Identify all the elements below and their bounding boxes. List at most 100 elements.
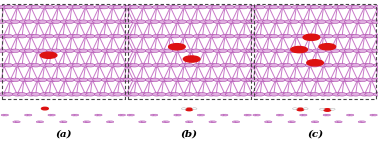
Circle shape [45,5,54,9]
Circle shape [74,49,83,52]
Circle shape [65,78,74,81]
Circle shape [120,78,129,81]
Circle shape [188,121,193,123]
Circle shape [19,49,29,52]
Circle shape [214,78,223,81]
Circle shape [1,114,6,116]
Circle shape [225,64,234,67]
Circle shape [338,5,347,9]
Circle shape [11,49,20,52]
Circle shape [94,64,104,67]
Circle shape [125,64,134,67]
Circle shape [45,64,54,67]
Circle shape [365,5,374,9]
Circle shape [276,20,285,23]
Circle shape [326,49,335,52]
Circle shape [257,49,267,52]
Circle shape [351,35,360,38]
Circle shape [132,20,141,23]
Circle shape [299,78,308,81]
Circle shape [234,93,243,96]
Circle shape [24,20,34,23]
Circle shape [145,20,155,23]
Circle shape [88,20,97,23]
Circle shape [264,64,274,67]
Bar [2,4,125,99]
Circle shape [239,64,248,67]
Circle shape [169,44,185,50]
Circle shape [220,93,229,96]
Circle shape [166,93,175,96]
Circle shape [360,93,369,96]
Circle shape [115,20,124,23]
Circle shape [205,20,214,23]
Circle shape [365,35,374,38]
Circle shape [339,49,349,52]
Circle shape [333,35,342,38]
Circle shape [141,121,146,123]
Circle shape [178,49,187,52]
Circle shape [33,49,42,52]
Circle shape [86,5,95,9]
Circle shape [54,64,63,67]
Circle shape [138,64,148,67]
Circle shape [305,5,314,9]
Circle shape [256,93,265,96]
Circle shape [60,121,65,123]
Circle shape [299,49,308,52]
Circle shape [212,35,221,38]
Circle shape [290,121,295,123]
Circle shape [74,78,83,81]
Circle shape [269,93,279,96]
Circle shape [178,20,187,23]
Circle shape [136,49,146,52]
Circle shape [166,64,175,67]
Circle shape [113,35,122,38]
Circle shape [101,20,110,23]
Circle shape [241,20,250,23]
Circle shape [264,5,274,9]
Circle shape [11,20,20,23]
Circle shape [143,93,153,96]
Circle shape [17,64,27,67]
Circle shape [331,49,340,52]
Circle shape [143,5,153,9]
Circle shape [198,35,207,38]
Circle shape [349,114,354,116]
Circle shape [52,20,61,23]
Circle shape [269,64,279,67]
Circle shape [248,5,257,9]
Circle shape [324,5,333,9]
Circle shape [152,5,161,9]
Circle shape [94,93,104,96]
Circle shape [291,5,301,9]
Circle shape [31,93,40,96]
Circle shape [304,49,313,52]
Circle shape [251,64,260,67]
Circle shape [24,78,34,81]
Circle shape [317,49,326,52]
Circle shape [65,49,74,52]
Circle shape [373,93,378,96]
Circle shape [269,35,279,38]
Circle shape [81,64,90,67]
Circle shape [122,64,131,67]
Circle shape [164,78,173,81]
Circle shape [333,93,342,96]
Circle shape [256,5,265,9]
Bar [254,4,376,99]
Circle shape [67,5,76,9]
Circle shape [152,93,161,96]
Circle shape [319,5,328,9]
Circle shape [138,5,148,9]
Circle shape [276,114,281,116]
Circle shape [248,93,257,96]
Circle shape [220,35,229,38]
Circle shape [59,93,68,96]
Circle shape [262,20,272,23]
Circle shape [218,20,228,23]
Circle shape [214,20,223,23]
Circle shape [337,121,342,123]
Circle shape [122,93,131,96]
Circle shape [65,20,74,23]
